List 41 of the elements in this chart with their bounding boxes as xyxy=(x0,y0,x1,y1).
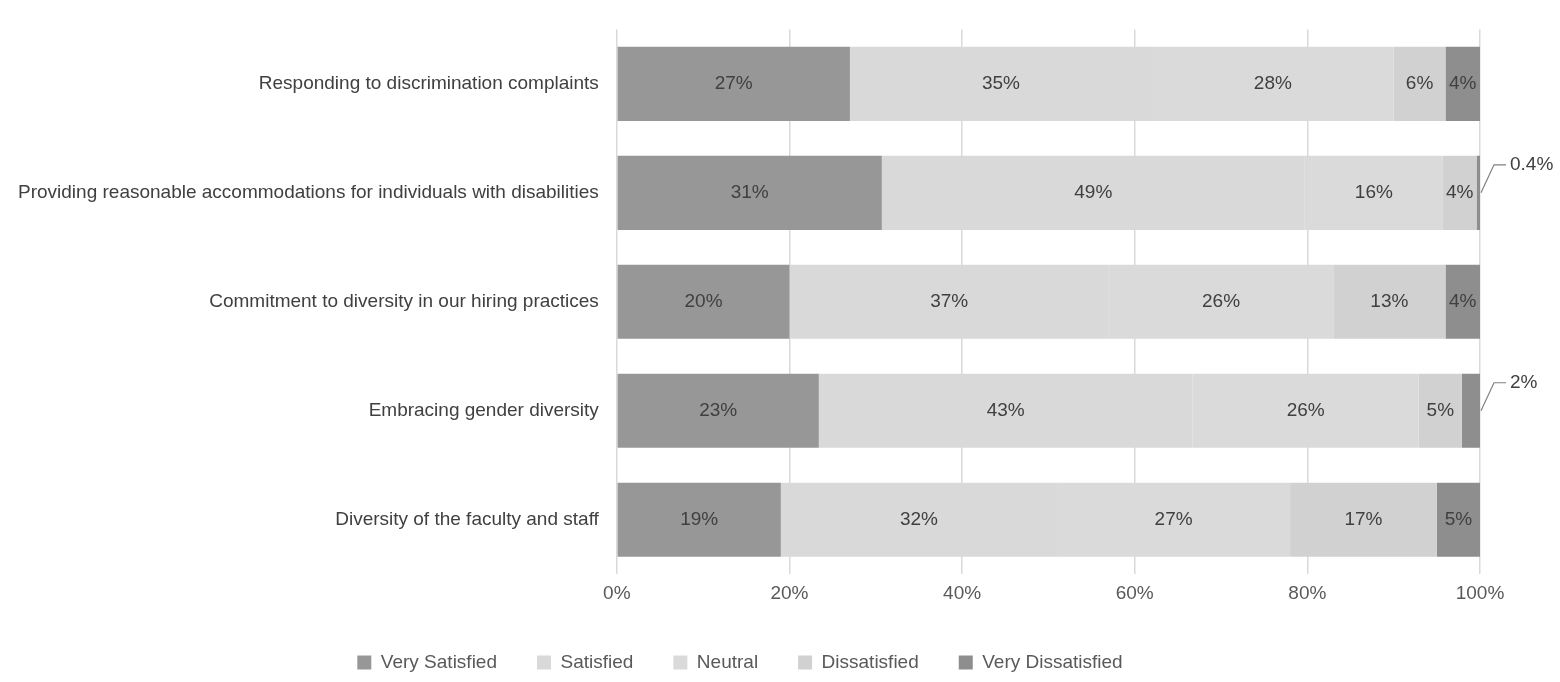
y-tick-label: Embracing gender diversity xyxy=(368,398,600,420)
legend-label: Dissatisfied xyxy=(821,650,919,672)
data-label: 6% xyxy=(1405,72,1434,94)
data-label: 19% xyxy=(680,507,719,529)
data-label: 13% xyxy=(1370,290,1409,312)
y-tick-label: Diversity of the faculty and staff xyxy=(335,507,600,529)
data-label: 17% xyxy=(1344,507,1383,529)
data-label: 4% xyxy=(1445,181,1474,203)
data-label: 0.4% xyxy=(1510,153,1554,175)
legend-label: Neutral xyxy=(696,650,759,672)
data-label: 27% xyxy=(1154,507,1193,529)
data-label: 20% xyxy=(684,290,723,312)
data-label: 2% xyxy=(1510,370,1538,392)
data-label: 5% xyxy=(1426,398,1455,420)
x-tick-label: 80% xyxy=(1288,581,1327,603)
data-label: 43% xyxy=(986,398,1025,420)
y-tick-label: Providing reasonable accommodations for individuals with disabilities xyxy=(18,181,599,203)
x-tick-label: 100% xyxy=(1455,581,1505,603)
data-label: 37% xyxy=(930,290,969,312)
y-tick-label: Responding to discrimination complaints xyxy=(258,72,599,94)
data-label: 28% xyxy=(1253,72,1292,94)
x-tick-label: 20% xyxy=(770,581,809,603)
x-tick-label: 0% xyxy=(603,581,631,603)
y-tick-label: Commitment to diversity in our hiring practices xyxy=(209,290,599,312)
data-label: 31% xyxy=(730,181,769,203)
legend-label: Satisfied xyxy=(560,650,634,672)
data-label: 16% xyxy=(1354,181,1393,203)
data-label: 5% xyxy=(1444,507,1473,529)
data-label: 26% xyxy=(1286,398,1325,420)
legend-label: Very Satisfied xyxy=(380,650,497,672)
data-label: 4% xyxy=(1449,290,1477,312)
data-label: 35% xyxy=(981,72,1021,94)
data-label: 4% xyxy=(1449,72,1477,94)
legend-label: Very Dissatisfied xyxy=(982,650,1123,672)
x-tick-label: 40% xyxy=(943,581,982,603)
data-label: 27% xyxy=(714,72,753,94)
data-label: 49% xyxy=(1074,181,1113,203)
x-tick-label: 60% xyxy=(1115,581,1154,603)
data-label: 26% xyxy=(1202,290,1241,312)
data-label: 23% xyxy=(699,398,738,420)
data-label: 32% xyxy=(899,507,939,529)
